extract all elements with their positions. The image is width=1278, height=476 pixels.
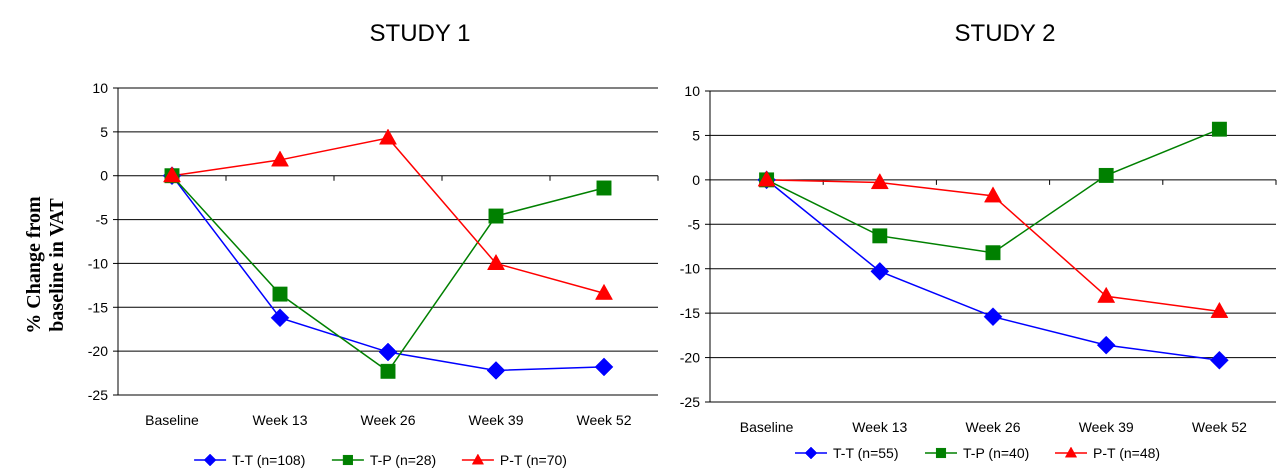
- data-point: [1210, 301, 1229, 318]
- legend-label: T-P (n=28): [370, 452, 436, 468]
- series-line: [171, 137, 605, 294]
- data-point: [595, 283, 613, 300]
- data-point: [486, 361, 506, 380]
- legend-marker: [1064, 446, 1078, 458]
- y-axis-label: % Change from baseline in VAT: [23, 196, 68, 334]
- legend: T-T (n=108) T-P (n=28) P-T (n=70): [194, 452, 567, 468]
- data-point: [594, 357, 614, 377]
- data-point: [379, 128, 397, 145]
- legend-marker: [471, 453, 485, 465]
- x-tick-label: Week 39: [1079, 419, 1134, 435]
- data-point: [757, 170, 776, 187]
- data-point: [163, 166, 181, 183]
- data-point: [1097, 286, 1116, 303]
- y-tick-label: -15: [680, 305, 700, 321]
- y-axis-label-line-2: baseline in VAT: [46, 198, 68, 332]
- y-tick-label: -10: [680, 261, 700, 277]
- legend-item: P-T (n=70): [461, 452, 567, 468]
- chart-title: STUDY 2: [955, 20, 1056, 47]
- x-tick-label: Week 26: [361, 412, 416, 428]
- y-tick-label: -5: [688, 216, 701, 232]
- y-tick-label: 10: [684, 83, 700, 99]
- y-tick-label: -15: [88, 299, 108, 315]
- legend-label: T-P (n=40): [963, 445, 1029, 461]
- legend-label: T-T (n=108): [232, 452, 305, 468]
- y-tick-label: -25: [88, 387, 108, 403]
- legend-marker: [342, 454, 353, 466]
- y-tick-label: 0: [100, 168, 108, 184]
- legend-marker: [935, 447, 947, 459]
- y-tick-label: -10: [88, 255, 108, 271]
- data-point: [1211, 121, 1227, 137]
- y-tick-label: 10: [92, 80, 108, 96]
- data-point: [488, 208, 504, 224]
- x-tick-label: Week 52: [577, 412, 632, 428]
- x-tick-label: Week 52: [1192, 419, 1247, 435]
- data-point: [870, 173, 889, 190]
- data-point: [983, 307, 1003, 327]
- data-point: [984, 186, 1002, 203]
- x-tick-label: Week 39: [469, 412, 524, 428]
- y-tick-label: 5: [692, 127, 700, 143]
- legend-marker: [203, 453, 217, 467]
- data-point: [872, 228, 888, 244]
- x-tick-label: Baseline: [145, 412, 199, 428]
- legend-label: P-T (n=70): [500, 452, 567, 468]
- y-tick-label: -20: [88, 343, 108, 359]
- y-tick-label: 0: [692, 172, 700, 188]
- data-point: [270, 308, 290, 328]
- y-tick-label: -20: [680, 350, 700, 366]
- legend-label: P-T (n=48): [1093, 445, 1160, 461]
- data-point: [1210, 350, 1229, 370]
- study-2-chart: STUDY 2 10 5 0 -5 -10 -15 -20 -25 Baseline Week 1…: [680, 20, 1277, 461]
- chart-title: STUDY 1: [370, 20, 471, 47]
- data-point: [487, 253, 505, 270]
- study-1-chart: STUDY 1 10 5 0 -5 -10 -15 -20 -25 Baseline Week 1…: [88, 20, 659, 468]
- data-point: [870, 262, 890, 281]
- data-point: [1096, 335, 1116, 355]
- data-point: [272, 286, 288, 302]
- legend-item: P-T (n=48): [1055, 445, 1160, 461]
- legend-item: T-P (n=28): [331, 452, 436, 468]
- legend: T-T (n=55) T-P (n=40) P-T (n=48): [795, 445, 1160, 461]
- data-point: [380, 363, 396, 379]
- x-tick-label: Week 26: [966, 419, 1021, 435]
- data-point: [378, 342, 398, 362]
- y-axis-label-line-1: % Change from: [23, 196, 45, 334]
- series-line: [171, 175, 605, 373]
- legend-item: T-P (n=40): [925, 445, 1029, 461]
- data-point: [1098, 167, 1114, 183]
- legend-item: T-T (n=108): [194, 452, 305, 468]
- x-tick-label: Week 13: [852, 419, 907, 435]
- series-line: [766, 179, 1220, 361]
- y-tick-label: -25: [680, 394, 700, 410]
- x-tick-label: Baseline: [740, 419, 794, 435]
- data-point: [271, 150, 289, 167]
- data-point: [596, 180, 612, 196]
- legend-item: T-T (n=55): [795, 445, 899, 461]
- legend-label: T-T (n=55): [833, 445, 899, 461]
- y-tick-label: 5: [100, 124, 108, 140]
- x-tick-label: Week 13: [253, 412, 308, 428]
- y-tick-label: -5: [96, 212, 109, 228]
- legend-marker: [804, 446, 818, 460]
- data-point: [985, 245, 1001, 261]
